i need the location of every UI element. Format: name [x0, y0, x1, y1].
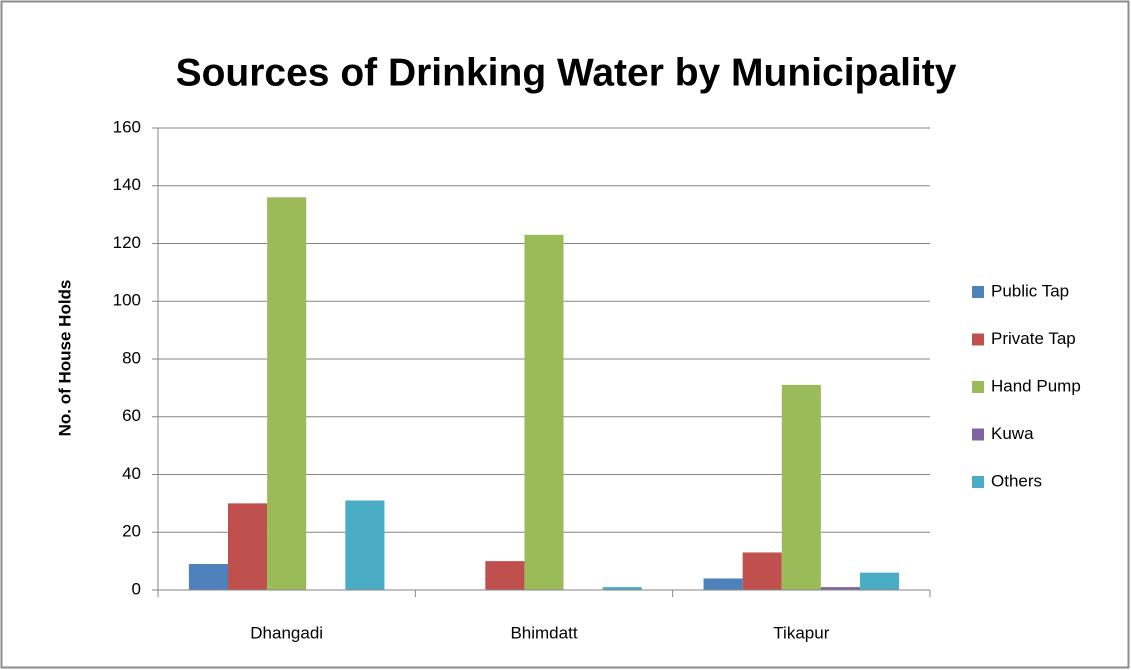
legend-swatch	[972, 333, 984, 346]
bar	[820, 587, 861, 590]
y-tick-label: 40	[122, 464, 141, 483]
legend-label: Others	[991, 471, 1042, 490]
legend-label: Public Tap	[991, 281, 1069, 300]
legend-label: Kuwa	[991, 424, 1034, 443]
legend-swatch	[972, 476, 984, 488]
chart-title: Sources of Drinking Water by Municipalit…	[176, 51, 957, 94]
legend-swatch	[972, 428, 984, 441]
bar	[524, 234, 564, 590]
y-tick-label: 60	[122, 406, 141, 425]
y-tick-label: 80	[122, 348, 141, 367]
bar	[485, 561, 525, 590]
bar	[602, 587, 642, 590]
y-tick-label: 120	[113, 233, 141, 252]
bar	[267, 197, 307, 591]
y-tick-label: 0	[132, 579, 141, 598]
y-axis-label: No. of House Holds	[55, 280, 74, 437]
x-tick-label: Dhangadi	[250, 623, 323, 642]
bar	[781, 384, 821, 590]
x-tick-label: Tikapur	[773, 623, 829, 642]
legend-swatch	[972, 286, 984, 298]
y-tick-label: 100	[113, 291, 141, 310]
bar	[345, 500, 385, 590]
legend-label: Private Tap	[991, 329, 1076, 348]
y-tick-label: 160	[113, 117, 141, 136]
x-tick-label: Bhimdatt	[510, 623, 577, 642]
bar	[227, 503, 268, 590]
y-tick-label: 20	[122, 522, 141, 541]
bar	[742, 552, 782, 590]
legend-swatch	[972, 381, 984, 393]
bar	[188, 564, 228, 590]
y-tick-label: 140	[113, 175, 141, 194]
bar	[860, 572, 900, 590]
legend-label: Hand Pump	[991, 376, 1081, 395]
bar	[703, 578, 743, 590]
